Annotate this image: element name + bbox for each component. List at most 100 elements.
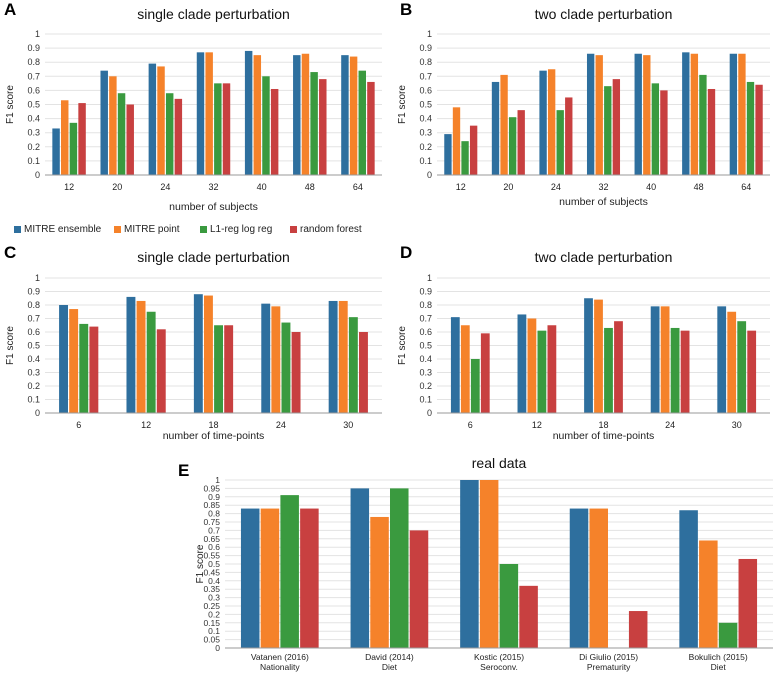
y-tick-label: 0.9 <box>27 287 40 297</box>
bar-b-mitre-ensemble-3 <box>586 53 595 175</box>
y-tick-label: 0.2 <box>27 381 40 391</box>
legend-swatch <box>14 225 21 233</box>
bar-a-l1-reg-log-reg-1 <box>117 93 126 175</box>
bar-c-mitre-point-2 <box>203 295 213 413</box>
bar-a-mitre-ensemble-5 <box>293 55 301 175</box>
y-tick-label: 0.8 <box>419 300 432 310</box>
bar-a-mitre-point-1 <box>109 76 117 175</box>
legend-label: MITRE ensemble <box>24 223 102 235</box>
y-tick-label: 0.7 <box>27 71 40 81</box>
y-tick-label: 1 <box>215 475 220 485</box>
chart-title: single clade perturbation <box>137 6 290 22</box>
y-tick-label: 0.5 <box>208 559 220 569</box>
x-tick-label: 64 <box>353 182 363 192</box>
x-tick-label: 40 <box>646 182 656 192</box>
bar-b-mitre-ensemble-1 <box>491 81 500 175</box>
x-tick-label: Diet <box>382 662 398 672</box>
y-tick-label: 0 <box>215 643 220 653</box>
bar-a-random-forest-4 <box>270 88 279 175</box>
bar-a-mitre-point-4 <box>253 55 262 175</box>
bar-e-mitre-point-1 <box>370 516 389 648</box>
bar-a-random-forest-0 <box>78 103 86 175</box>
bar-e-l1-reg-log-reg-2 <box>499 564 519 648</box>
bar-c-l1-reg-log-reg-1 <box>146 311 156 413</box>
y-tick-label: 0.95 <box>203 483 220 493</box>
bar-d-mitre-ensemble-2 <box>584 298 593 413</box>
bar-d-l1-reg-log-reg-3 <box>670 327 680 413</box>
bar-d-mitre-ensemble-0 <box>450 317 460 413</box>
bar-e-random-forest-3 <box>628 611 648 648</box>
bar-b-mitre-point-0 <box>452 107 461 175</box>
legend-swatch <box>114 225 121 233</box>
bar-a-l1-reg-log-reg-0 <box>69 122 78 175</box>
x-tick-label: 48 <box>694 182 704 192</box>
bar-d-mitre-ensemble-1 <box>517 314 527 413</box>
bar-d-random-forest-2 <box>614 321 623 413</box>
y-tick-label: 0 <box>427 408 432 418</box>
y-tick-label: 0.8 <box>27 57 40 67</box>
bar-c-mitre-ensemble-0 <box>59 305 68 413</box>
x-tick-label: 24 <box>160 182 170 192</box>
bar-d-l1-reg-log-reg-2 <box>604 327 613 413</box>
y-tick-label: 0.4 <box>419 354 432 364</box>
legend-label: L1-reg log reg <box>210 223 273 235</box>
y-tick-label: 0.6 <box>419 85 432 95</box>
bar-a-random-forest-1 <box>126 104 134 175</box>
y-tick-label: 0.9 <box>419 43 432 53</box>
bar-d-random-forest-4 <box>747 330 757 413</box>
bar-a-mitre-point-5 <box>301 53 310 175</box>
bar-b-mitre-point-1 <box>500 74 508 175</box>
y-tick-label: 0.1 <box>27 156 40 166</box>
y-tick-label: 0.2 <box>208 609 220 619</box>
y-tick-label: 0.15 <box>203 618 220 628</box>
legend-item-random-forest: random forest <box>290 221 362 237</box>
y-tick-label: 0.6 <box>419 327 432 337</box>
y-tick-label: 0.4 <box>27 354 40 364</box>
panel-letter-c: C <box>4 243 17 262</box>
bar-a-l1-reg-log-reg-6 <box>358 70 366 175</box>
bar-a-mitre-point-0 <box>61 100 69 175</box>
bar-e-l1-reg-log-reg-1 <box>390 488 409 648</box>
y-tick-label: 0.1 <box>27 395 40 405</box>
x-tick-label: 30 <box>343 420 353 430</box>
y-tick-label: 0 <box>35 408 40 418</box>
bar-a-random-forest-3 <box>222 83 231 175</box>
bar-e-random-forest-0 <box>300 508 319 648</box>
bar-a-mitre-point-6 <box>349 56 358 176</box>
chart-c-single-clade-timepoints: single clade perturbation 0 0.1 0.2 0.3 0.4 0.… <box>5 249 382 442</box>
bar-c-l1-reg-log-reg-3 <box>281 322 291 413</box>
bar-a-random-forest-2 <box>174 98 183 175</box>
bar-c-random-forest-2 <box>224 325 234 413</box>
chart-title: two clade perturbation <box>535 249 673 265</box>
y-tick-label: 0.7 <box>419 314 432 324</box>
x-tick-label: Kostic (2015) <box>474 652 524 662</box>
x-tick-label: 12 <box>532 420 542 430</box>
legend-swatch <box>200 225 207 233</box>
y-axis-label: F1 score <box>5 326 16 365</box>
x-axis-label: number of subjects <box>169 201 258 213</box>
y-tick-label: 0.8 <box>419 57 432 67</box>
legend-item-l1-reg-log-reg: L1-reg log reg <box>200 221 272 237</box>
x-tick-label: Prematurity <box>587 662 631 672</box>
bar-b-l1-reg-log-reg-6 <box>746 81 755 175</box>
x-tick-label: 12 <box>141 420 151 430</box>
x-tick-label: 40 <box>257 182 267 192</box>
y-tick-label: 0.35 <box>203 584 220 594</box>
bar-a-mitre-ensemble-0 <box>52 128 60 175</box>
bar-b-mitre-ensemble-2 <box>539 70 547 175</box>
y-tick-label: 0.5 <box>419 341 432 351</box>
x-tick-label: 24 <box>665 420 675 430</box>
x-tick-label: 24 <box>551 182 561 192</box>
x-tick-label: Bokulich (2015) <box>689 652 748 662</box>
y-tick-label: 0.2 <box>419 381 432 391</box>
bar-d-mitre-point-4 <box>727 311 737 413</box>
y-tick-label: 0.8 <box>27 300 40 310</box>
x-tick-label: 18 <box>598 420 608 430</box>
x-tick-label: 32 <box>598 182 608 192</box>
bar-b-random-forest-0 <box>469 125 478 175</box>
x-tick-label: 64 <box>741 182 751 192</box>
chart-title: single clade perturbation <box>137 249 290 265</box>
bar-a-l1-reg-log-reg-3 <box>214 83 222 175</box>
y-tick-label: 0.3 <box>27 128 40 138</box>
